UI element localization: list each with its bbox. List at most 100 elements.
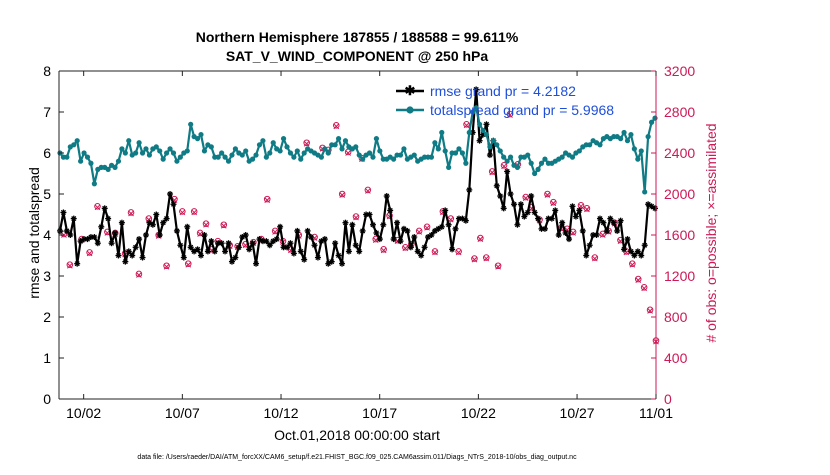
rmse-point [366,211,373,218]
rmse-point [617,217,624,224]
obs-possible-point [629,260,636,268]
rmse-point [486,152,493,159]
totalspread-point [164,150,170,156]
totalspread-point [501,154,507,160]
obs-possible-point [550,198,557,206]
rmse-point [118,219,125,226]
totalspread-point [342,138,349,144]
rmse-point [125,248,132,255]
rmse-point [177,242,184,249]
rmse-point [115,252,122,259]
totalspread-point [229,152,235,158]
rmse-point [383,193,390,200]
obs-assimilated-point [163,263,170,270]
obs-assimilated-point [432,249,438,256]
obs-possible-point [127,209,135,216]
totalspread-point [525,152,531,158]
totalspread-point [253,152,259,158]
y-tick-label-left: 0 [43,391,51,407]
rmse-point [510,201,517,208]
obs-possible-point [500,162,508,169]
y-tick-label-left: 2 [43,309,51,325]
rmse-point [232,254,239,261]
totalspread-point [277,148,283,154]
y-tick-label-right: 800 [664,309,688,325]
rmse-point [297,248,304,255]
obs-assimilated-point [591,255,598,262]
obs-assimilated-point [501,163,507,170]
obs-assimilated-point [570,230,576,236]
rmse-point [376,236,383,243]
rmse-point [500,205,507,212]
obs-possible-point [179,208,186,215]
obs-assimilated-point [191,209,198,216]
obs-assimilated-point [67,262,73,269]
rmse-point [228,258,235,265]
totalspread-point [208,144,214,150]
rmse-point [572,213,579,220]
rmse-point [407,244,414,251]
obs-possible-point [202,220,210,228]
rmse-point [112,229,119,236]
rmse-point [466,186,473,193]
totalspread-point [435,146,441,152]
obs-possible-point [220,221,228,229]
totalspread-point [439,129,445,136]
obs-assimilated-point [483,255,490,262]
rmse-point [638,252,645,259]
totalspread-point [270,140,276,146]
rmse-point [156,232,163,238]
rmse-point [180,254,187,261]
totalspread-point [91,181,97,187]
rmse-point [201,232,208,238]
rmse-point [301,256,308,263]
obs-possible-point [591,254,599,261]
x-tick-label: 10/17 [362,405,397,421]
obs-assimilated-point [477,236,484,242]
rmse-point [541,225,548,232]
totalspread-point [177,154,183,160]
obs-assimilated-point [550,200,557,207]
rmse-point [273,236,280,243]
rmse-point [294,227,301,234]
obs-possible-point [646,306,654,314]
obs-assimilated-point [333,123,340,130]
totalspread-point [133,150,139,156]
totalspread-point [628,131,634,138]
obs-assimilated-point [402,245,409,252]
rmse-point [418,252,425,259]
rmse-point [184,223,191,230]
obs-assimilated-point [345,150,351,156]
legend-marker-rmse: ✱ [405,83,416,98]
totalspread-point [456,146,462,152]
rmse-point [504,168,511,175]
rmse-point [335,252,342,259]
rmse-point [600,219,607,226]
obs-assimilated-point [365,188,371,194]
obs-assimilated-point [136,272,142,278]
rmse-point [531,209,538,216]
totalspread-point [635,156,641,162]
obs-assimilated-point [629,261,636,268]
rmse-point [187,244,194,251]
totalspread-point [535,166,541,172]
legend-label-rmse: rmse grand pr = 4.2182 [430,83,576,99]
obs-assimilated-point [495,263,501,270]
rmse-point [173,227,180,234]
x-tick-label: 10/07 [165,405,200,421]
rmse-point [631,252,638,259]
obs-possible-point [522,193,530,201]
rmse-point [569,203,576,210]
rmse-point [129,252,136,259]
obs-possible-point [66,261,74,269]
totalspread-point [215,154,221,160]
rmse-point [153,211,160,218]
y-tick-label-left: 6 [43,145,51,161]
obs-possible-point [352,213,360,220]
rmse-point [163,215,170,222]
totalspread-point [284,144,290,150]
rmse-point [352,242,359,249]
rmse-point [394,219,401,226]
rmse-point [627,248,634,255]
rmse-point [263,238,270,245]
